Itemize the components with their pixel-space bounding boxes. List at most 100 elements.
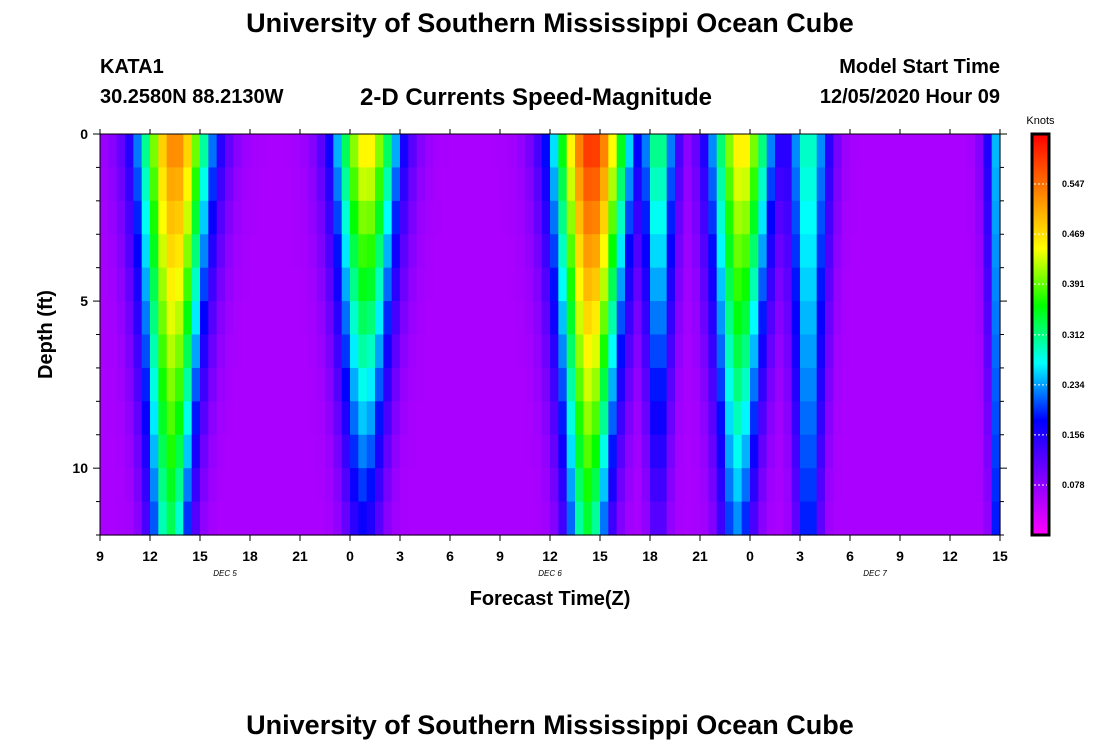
heatmap-cell	[591, 200, 601, 235]
heatmap-cell	[683, 367, 693, 402]
heatmap-cell	[491, 234, 501, 269]
heatmap-cell	[483, 134, 493, 169]
heatmap-cell	[391, 167, 401, 202]
heatmap-cell	[400, 267, 409, 302]
heatmap-cell	[875, 134, 884, 169]
heatmap-cell	[383, 267, 393, 302]
heatmap-cell	[541, 267, 551, 302]
heatmap-cell	[650, 501, 659, 536]
heatmap-cell	[575, 200, 584, 235]
heatmap-cell	[575, 468, 584, 503]
heatmap-cell	[933, 134, 943, 169]
heatmap-cell	[825, 401, 834, 436]
heatmap-cell	[491, 434, 501, 469]
heatmap-cell	[941, 167, 951, 202]
colorbar-tick-label: 0.078	[1062, 480, 1085, 490]
heatmap-cell	[333, 167, 343, 202]
heatmap-cell	[758, 267, 768, 302]
heatmap-cell	[891, 367, 901, 402]
heatmap-cell	[758, 501, 768, 536]
heatmap-cell	[741, 301, 751, 336]
heatmap-cell	[708, 367, 718, 402]
heatmap-cell	[158, 501, 168, 536]
heatmap-cell	[375, 401, 384, 436]
heatmap-cell	[933, 367, 943, 402]
heatmap-cell	[675, 301, 684, 336]
heatmap-cell	[775, 434, 784, 469]
heatmap-cell	[591, 434, 601, 469]
heatmap-cell	[233, 200, 243, 235]
heatmap-cell	[416, 401, 426, 436]
heatmap-cell	[900, 301, 909, 336]
heatmap-cell	[925, 434, 934, 469]
heatmap-cell	[450, 167, 459, 202]
heatmap-cell	[466, 167, 476, 202]
heatmap-cell	[233, 401, 243, 436]
heatmap-cell	[866, 401, 876, 436]
heatmap-cell	[741, 401, 751, 436]
heatmap-cell	[825, 234, 834, 269]
heatmap-cell	[800, 234, 809, 269]
heatmap-cell	[133, 134, 143, 169]
heatmap-cell	[375, 501, 384, 536]
heatmap-cell	[925, 367, 934, 402]
heatmap-cell	[533, 301, 543, 336]
heatmap-cell	[425, 501, 434, 536]
heatmap-cell	[366, 501, 376, 536]
heatmap-cell	[175, 301, 184, 336]
heatmap-cell	[650, 167, 659, 202]
day-labels: DEC 5 DEC 6 DEC 7	[213, 569, 887, 578]
heatmap-cell	[866, 234, 876, 269]
heatmap-cell	[791, 401, 801, 436]
heatmap-cell	[225, 167, 234, 202]
heatmap-cell	[333, 367, 343, 402]
heatmap-cell	[375, 167, 384, 202]
heatmap-cell	[950, 301, 959, 336]
heatmap-cell	[466, 401, 476, 436]
heatmap-cell	[433, 267, 443, 302]
heatmap-cell	[458, 367, 468, 402]
x-tick-label: 3	[396, 548, 404, 564]
heatmap-cell	[458, 234, 468, 269]
heatmap-cell	[933, 167, 943, 202]
heatmap-cell	[133, 267, 143, 302]
heatmap-cell	[358, 200, 368, 235]
heatmap-cell	[575, 234, 584, 269]
heatmap-cell	[225, 200, 234, 235]
heatmap-cell	[758, 367, 768, 402]
heatmap-cell	[750, 134, 759, 169]
heatmap-cell	[841, 468, 851, 503]
heatmap-cell	[733, 167, 743, 202]
heatmap-cell	[891, 234, 901, 269]
x-tick-label: 15	[992, 548, 1008, 564]
heatmap-cell	[175, 200, 184, 235]
heatmap-cell	[616, 367, 626, 402]
heatmap-cell	[525, 367, 534, 402]
heatmap-cell	[300, 401, 309, 436]
heatmap-cell	[583, 267, 593, 302]
heatmap-cell	[850, 301, 859, 336]
heatmap-cell	[150, 367, 159, 402]
heatmap-cell	[483, 434, 493, 469]
heatmap-cell	[258, 367, 268, 402]
heatmap-cell	[516, 501, 526, 536]
heatmap-cell	[266, 301, 276, 336]
heatmap-cell	[808, 167, 818, 202]
heatmap-cell	[583, 167, 593, 202]
heatmap-cell	[858, 367, 868, 402]
heatmap-cell	[991, 167, 1001, 202]
heatmap-cell	[100, 501, 109, 536]
heatmap-cell	[116, 234, 126, 269]
heatmap-cell	[558, 234, 568, 269]
heatmap-cell	[550, 234, 559, 269]
heatmap-cell	[816, 501, 826, 536]
heatmap-cell	[633, 434, 643, 469]
heatmap-cell	[675, 200, 684, 235]
heatmap-cell	[283, 134, 293, 169]
heatmap-cell	[116, 334, 126, 369]
heatmap-cell	[525, 401, 534, 436]
heatmap-cell	[383, 334, 393, 369]
heatmap-cell	[491, 301, 501, 336]
heatmap-cell	[950, 267, 959, 302]
heatmap-cell	[483, 167, 493, 202]
